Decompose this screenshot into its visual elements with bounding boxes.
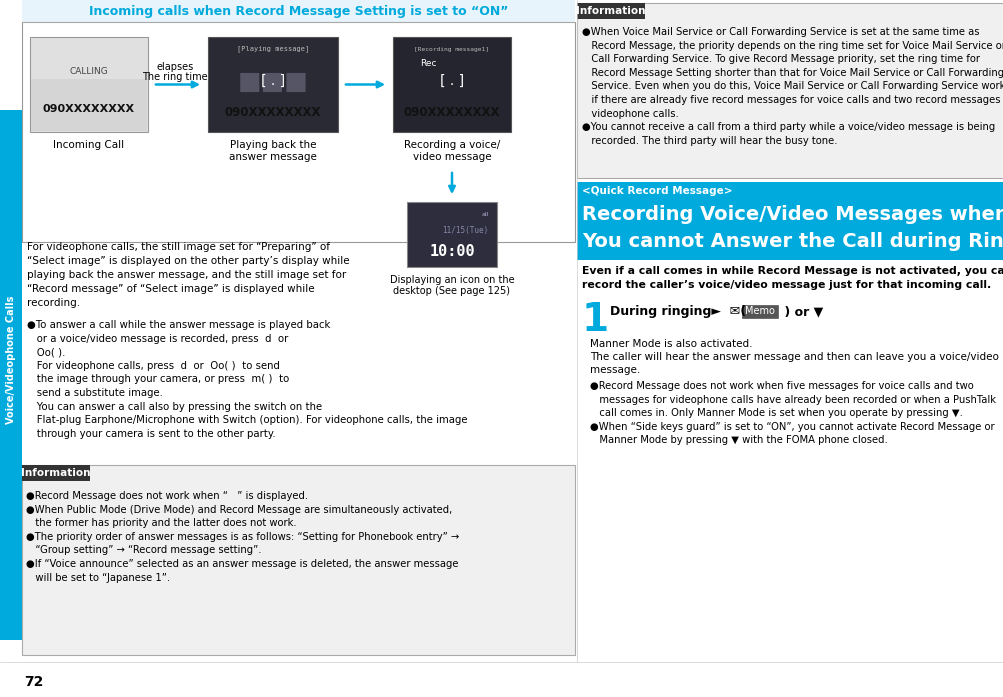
- Text: ●Record Message does not work when “   ” is displayed.
●When Public Mode (Drive : ●Record Message does not work when “ ” i…: [26, 491, 458, 583]
- Text: Information: Information: [21, 468, 90, 478]
- Text: CALLING: CALLING: [69, 68, 108, 77]
- Text: Recording Voice/Video Messages when: Recording Voice/Video Messages when: [582, 205, 1003, 224]
- Bar: [0, 110, 22, 640]
- Bar: [22, 465, 575, 655]
- Text: Information: Information: [576, 6, 645, 16]
- Text: Manner Mode is also activated.: Manner Mode is also activated.: [590, 339, 752, 349]
- Text: Rec: Rec: [419, 59, 436, 68]
- Text: Playing back the: Playing back the: [230, 140, 316, 150]
- Text: ■■■: ■■■: [238, 70, 308, 94]
- Text: [Recording message1]: [Recording message1]: [414, 47, 489, 52]
- Text: For videophone calls, the still image set for “Preparing” of
“Select image” is d: For videophone calls, the still image se…: [27, 242, 349, 308]
- Text: Voice/Videophone Calls: Voice/Videophone Calls: [6, 296, 16, 424]
- Text: The ring time: The ring time: [142, 72, 208, 82]
- Text: 11/15(Tue): 11/15(Tue): [441, 226, 487, 234]
- Text: Incoming calls when Record Message Setting is set to “ON”: Incoming calls when Record Message Setti…: [88, 4, 508, 17]
- Text: [ . ]: [ . ]: [439, 74, 463, 88]
- Text: 10:00: 10:00: [428, 245, 474, 259]
- Text: elapses: elapses: [156, 61, 194, 72]
- Text: [ . ]: [ . ]: [261, 74, 285, 88]
- Bar: [577, 200, 1003, 260]
- Bar: [22, 22, 575, 242]
- Text: The caller will hear the answer message and then can leave you a voice/video: The caller will hear the answer message …: [590, 352, 998, 362]
- Bar: [577, 3, 1003, 178]
- Bar: [208, 37, 338, 132]
- Text: all: all: [480, 211, 488, 217]
- Bar: [31, 79, 146, 131]
- Bar: [22, 465, 90, 481]
- Text: 72: 72: [24, 675, 43, 689]
- Text: Recording a voice/: Recording a voice/: [403, 140, 499, 150]
- Text: video message: video message: [412, 152, 490, 162]
- Text: Even if a call comes in while Record Message is not activated, you can: Even if a call comes in while Record Mes…: [582, 266, 1003, 276]
- Text: 090XXXXXXXX: 090XXXXXXXX: [43, 104, 135, 114]
- Text: [Playing message]: [Playing message]: [237, 45, 309, 52]
- Text: You cannot Answer the Call during Ringing: You cannot Answer the Call during Ringin…: [582, 232, 1003, 251]
- Text: Memo: Memo: [744, 307, 774, 316]
- Bar: [741, 305, 777, 318]
- Text: ●Record Message does not work when five messages for voice calls and two
   mess: ●Record Message does not work when five …: [590, 381, 995, 445]
- Text: During ringing►  ✉(: During ringing► ✉(: [610, 305, 745, 318]
- Bar: [30, 37, 147, 132]
- Text: ●To answer a call while the answer message is played back
   or a voice/video me: ●To answer a call while the answer messa…: [27, 320, 467, 439]
- Text: ●When Voice Mail Service or Call Forwarding Service is set at the same time as
 : ●When Voice Mail Service or Call Forward…: [582, 27, 1003, 146]
- Text: 090XXXXXXXX: 090XXXXXXXX: [403, 107, 499, 119]
- Text: <Quick Record Message>: <Quick Record Message>: [582, 186, 732, 196]
- Text: Incoming Call: Incoming Call: [53, 140, 124, 150]
- Bar: [577, 182, 1003, 200]
- Bar: [406, 202, 496, 267]
- Text: 090XXXXXXXX: 090XXXXXXXX: [225, 107, 321, 119]
- Text: answer message: answer message: [229, 152, 317, 162]
- Text: Displaying an icon on the: Displaying an icon on the: [389, 275, 514, 285]
- Text: ) or ▼: ) or ▼: [779, 305, 822, 318]
- Text: message.: message.: [590, 365, 640, 375]
- Text: record the caller’s voice/video message just for that incoming call.: record the caller’s voice/video message …: [582, 280, 990, 290]
- Bar: [392, 37, 511, 132]
- Text: 1: 1: [582, 301, 609, 339]
- Bar: [22, 0, 575, 22]
- Text: desktop (See page 125): desktop (See page 125): [393, 286, 510, 296]
- Bar: [577, 3, 644, 19]
